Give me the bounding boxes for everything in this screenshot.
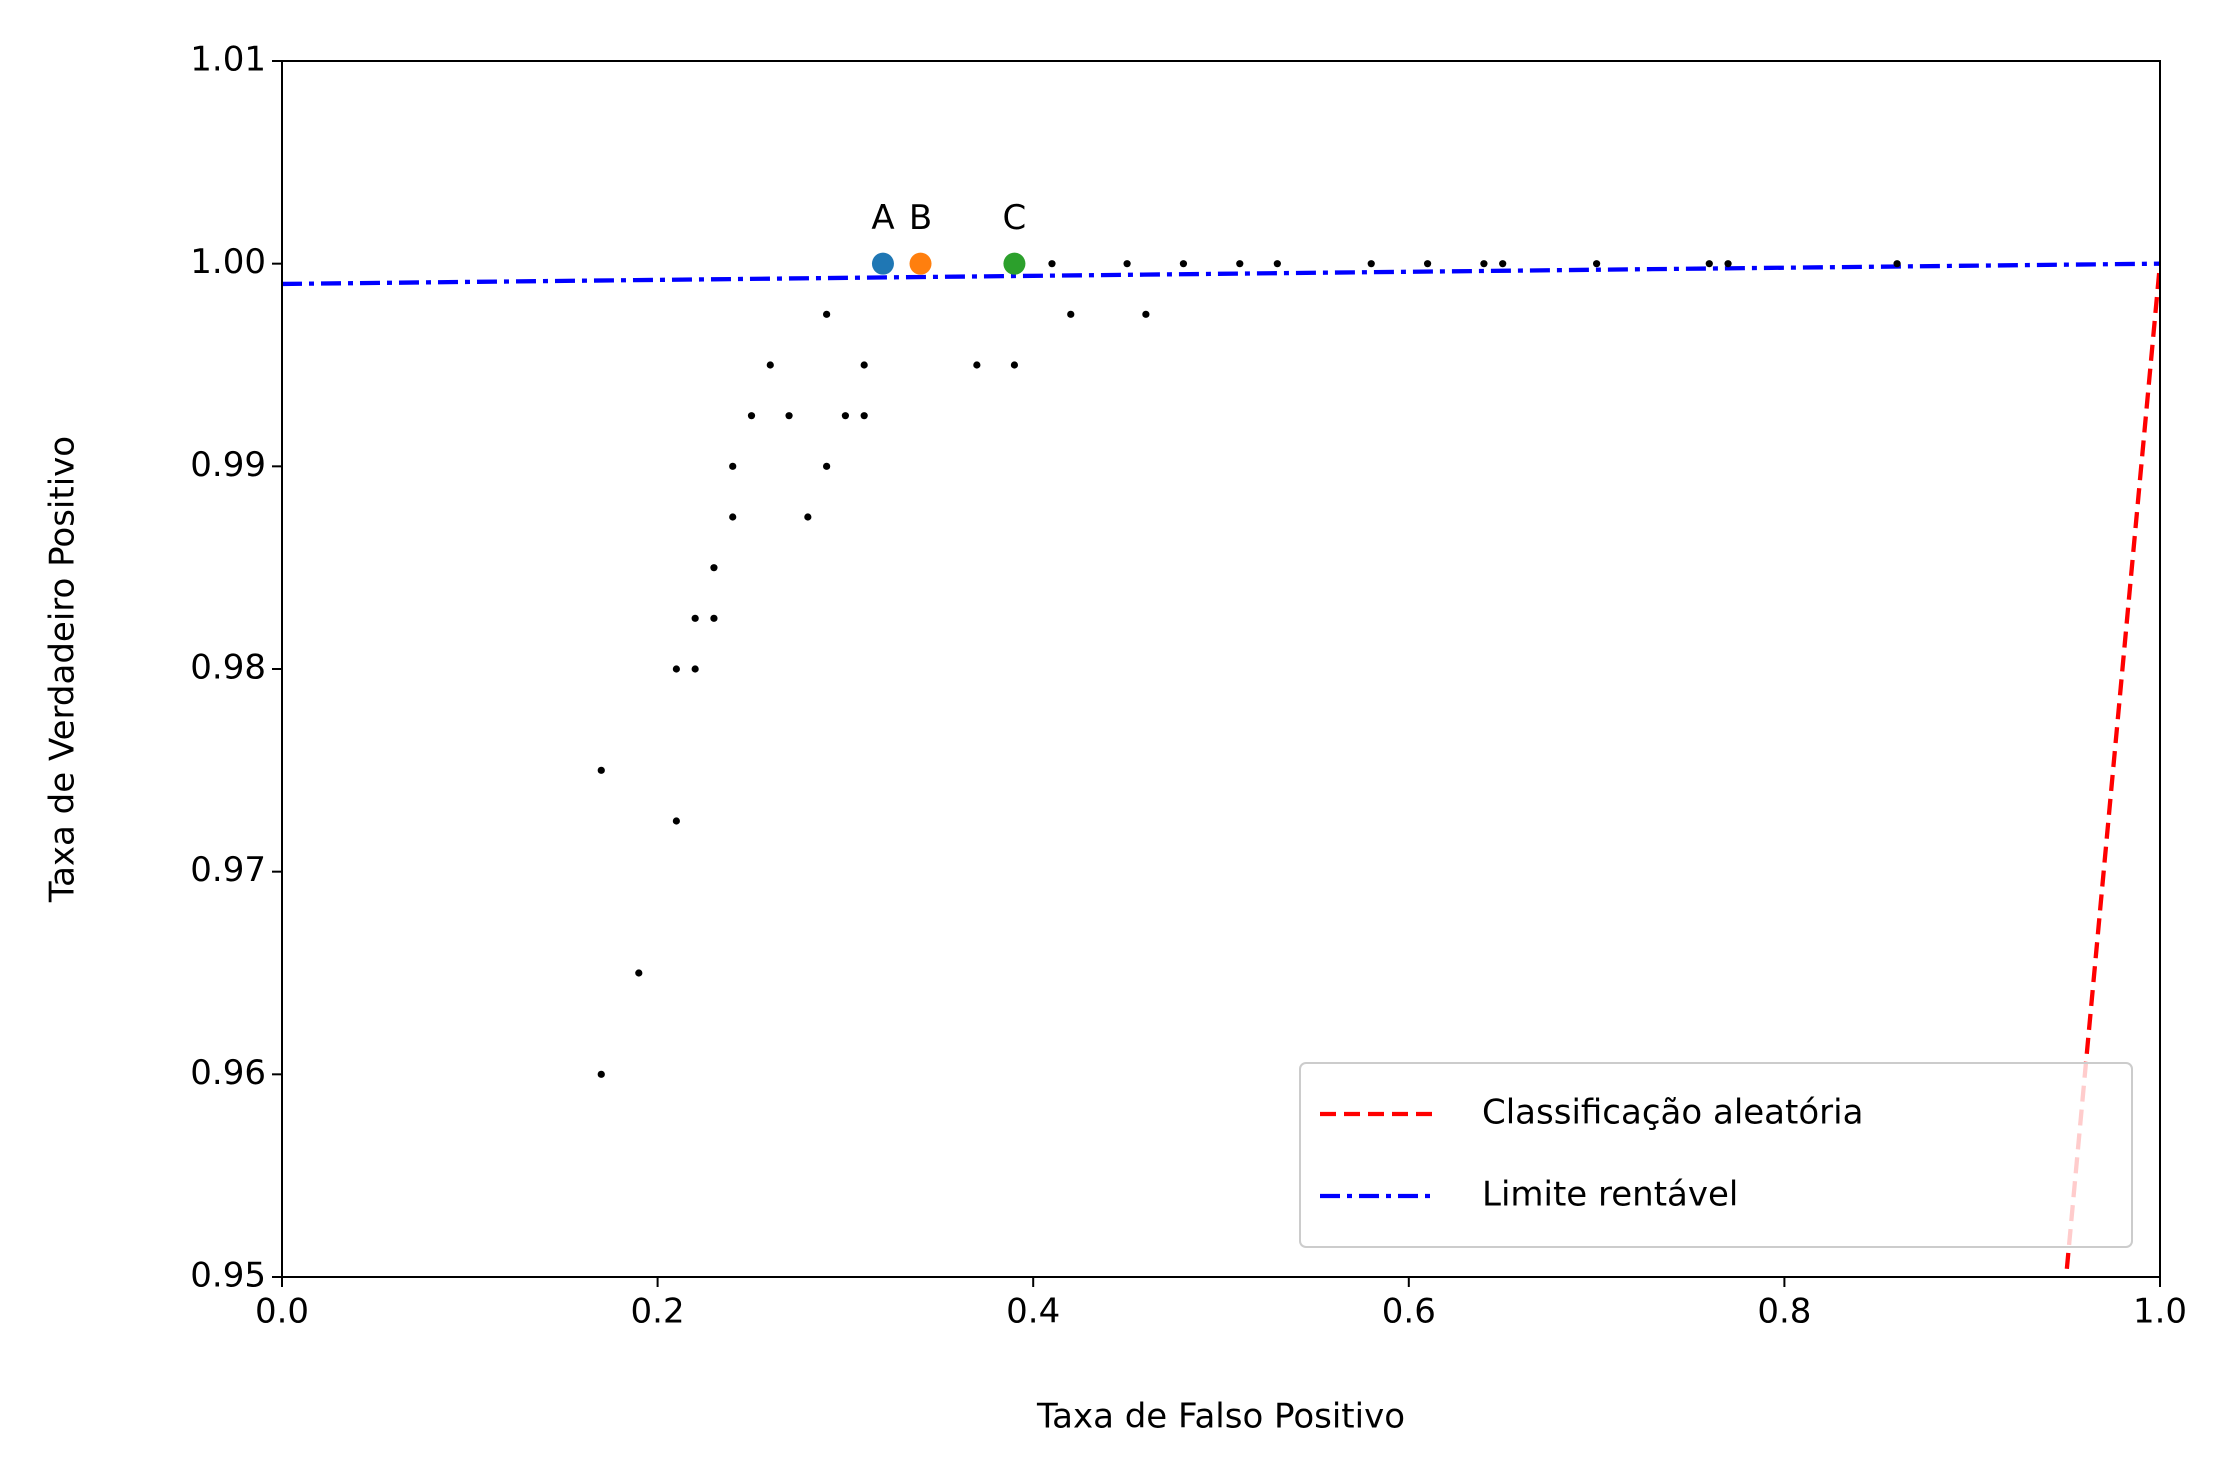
scatter-point — [1705, 260, 1713, 268]
x-tick-label: 0.2 — [631, 1292, 685, 1332]
legend-label: Classificação aleatória — [1482, 1093, 1863, 1133]
scatter-point — [1480, 260, 1488, 268]
scatter-point — [1142, 310, 1150, 318]
y-tick-label: 0.96 — [190, 1053, 266, 1093]
highlight-label: A — [871, 198, 894, 238]
scatter-point — [729, 513, 737, 521]
y-tick-label: 0.97 — [190, 850, 266, 890]
x-tick-label: 0.4 — [1006, 1292, 1060, 1332]
x-tick-label: 0.8 — [1757, 1292, 1811, 1332]
scatter-point — [785, 412, 793, 420]
series-line — [282, 261, 2160, 287]
x-axis-label: Taxa de Falso Positivo — [1036, 1397, 1405, 1437]
scatter-point — [1123, 260, 1131, 268]
scatter-point — [597, 766, 605, 774]
scatter-point — [710, 614, 718, 622]
x-tick-label: 1.0 — [2133, 1292, 2187, 1332]
scatter-point — [1893, 260, 1901, 268]
scatter-point — [729, 462, 737, 470]
legend-label: Limite rentável — [1482, 1175, 1738, 1215]
scatter-point — [841, 412, 850, 420]
plot-area — [282, 252, 2160, 1277]
scatter-point — [1724, 260, 1732, 268]
scatter-point — [672, 665, 680, 673]
scatter-point — [973, 361, 981, 369]
scatter-point — [1179, 260, 1188, 268]
scatter-point — [1010, 361, 1019, 369]
y-tick-label: 1.00 — [190, 242, 266, 282]
highlight-label: C — [1003, 198, 1027, 238]
scatter-point — [860, 361, 868, 369]
scatter-point — [635, 969, 643, 977]
x-tick-label: 0.0 — [255, 1292, 309, 1332]
scatter-point — [747, 412, 756, 420]
x-tick-label: 0.6 — [1382, 1292, 1436, 1332]
scatter-point — [766, 361, 774, 369]
scatter-point — [1067, 310, 1075, 318]
y-axis-label: Taxa de Verdadeiro Positivo — [43, 436, 83, 903]
y-tick-label: 1.01 — [190, 40, 266, 80]
y-tick-label: 0.95 — [190, 1256, 266, 1296]
scatter-point — [823, 462, 831, 470]
scatter-point — [672, 817, 680, 825]
scatter-point — [1367, 260, 1375, 268]
y-tick-label: 0.99 — [190, 445, 266, 485]
scatter-point — [804, 513, 812, 521]
highlight-point — [909, 252, 932, 275]
y-tick-label: 0.98 — [190, 648, 266, 688]
scatter-point — [860, 412, 868, 420]
legend-box — [1299, 1062, 2133, 1248]
highlight-point — [1003, 252, 1026, 275]
scatter-point — [691, 614, 699, 622]
scatter-point — [710, 564, 718, 572]
scatter-point — [691, 665, 699, 673]
scatter-point — [597, 1070, 605, 1078]
scatter-point — [1423, 260, 1432, 268]
scatter-point — [1593, 260, 1601, 268]
scatter-point — [1048, 260, 1056, 268]
axes-frame — [281, 60, 2161, 1278]
scatter-point — [1236, 260, 1244, 268]
highlight-point — [871, 252, 894, 275]
highlight-label: B — [909, 198, 932, 238]
scatter-point — [823, 310, 831, 318]
scatter-point — [1499, 260, 1507, 268]
scatter-point — [1273, 260, 1281, 268]
